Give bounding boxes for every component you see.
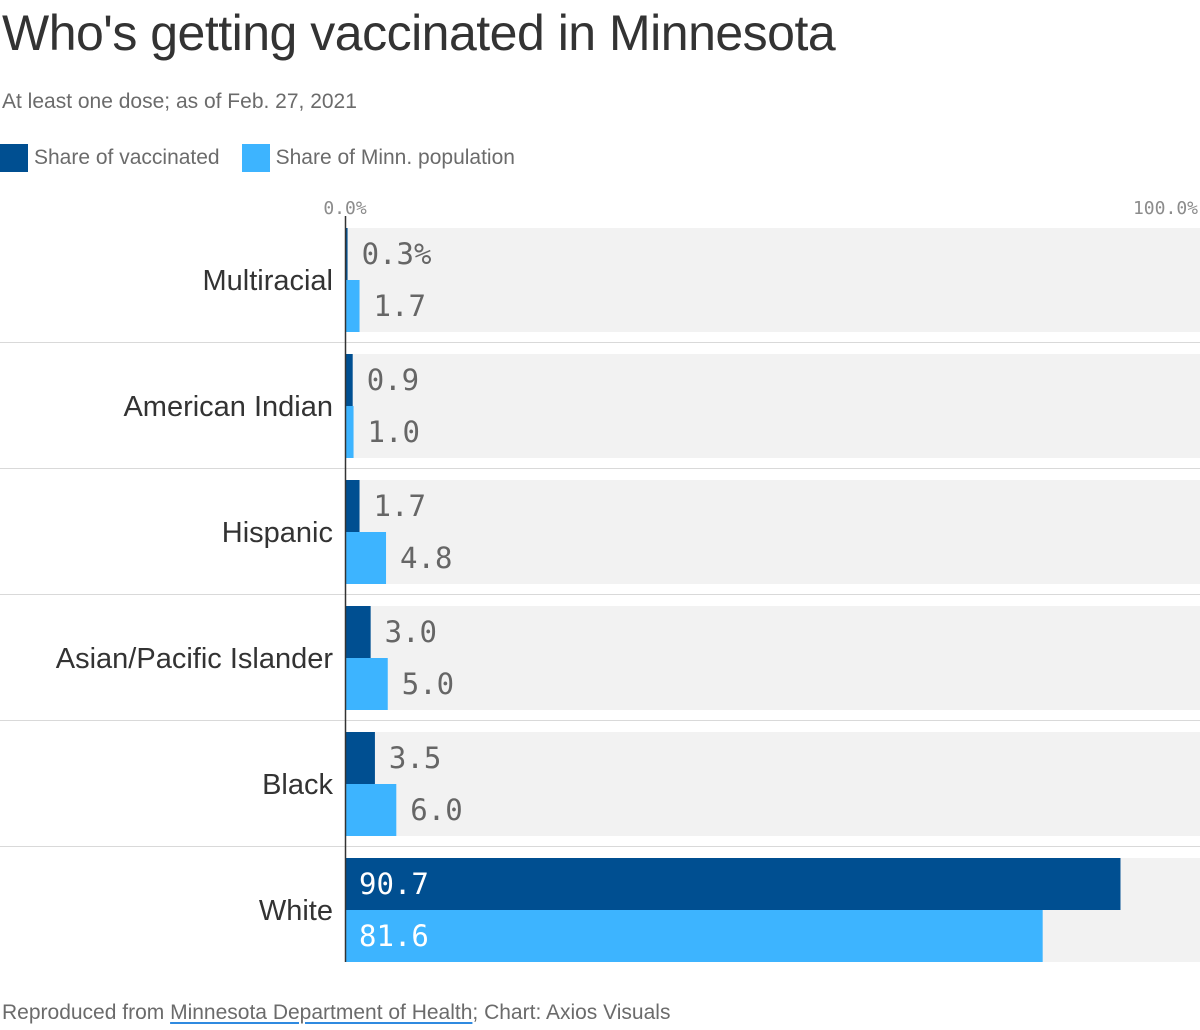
bar-track-hispanic [345,480,1200,584]
value-label-population-white: 81.6 [359,919,429,953]
category-label-white: White [259,895,333,927]
value-label-population-hispanic: 4.8 [400,541,452,575]
chart-title: Who's getting vaccinated in Minnesota [2,5,836,61]
chart-footer: Reproduced from Minnesota Department of … [2,998,670,1028]
value-label-vaccinated-asian-pacific-islander: 3.0 [385,615,437,649]
bar-population-hispanic [345,532,387,584]
bar-vaccinated-american-indian [345,354,353,406]
footer-prefix: Reproduced from [2,1001,171,1024]
category-label-black: Black [262,769,333,801]
bar-track-black [345,732,1200,836]
legend-item-vaccinated: Share of vaccinated [0,144,220,172]
value-label-vaccinated-hispanic: 1.7 [374,489,426,523]
x-tick-label: 100.0% [1133,198,1198,219]
bar-vaccinated-black [345,732,375,784]
category-label-asian-pacific-islander: Asian/Pacific Islander [56,643,334,675]
value-label-population-multiracial: 1.7 [374,289,426,323]
bar-population-multiracial [345,280,360,332]
chart-subtitle: At least one dose; as of Feb. 27, 2021 [2,90,357,113]
value-label-vaccinated-american-indian: 0.9 [367,363,419,397]
category-label-american-indian: American Indian [123,391,333,423]
value-label-vaccinated-black: 3.5 [389,741,441,775]
x-tick-label: 0.0% [323,198,367,219]
bar-track-asian-pacific-islander [345,606,1200,710]
legend-item-population: Share of Minn. population [241,144,515,172]
bar-track-american-indian [345,354,1200,458]
legend-swatch-population [241,144,270,172]
legend-label-population: Share of Minn. population [275,146,515,169]
bar-population-american-indian [345,406,354,458]
bar-vaccinated-multiracial [345,228,348,280]
bar-vaccinated-hispanic [345,480,360,532]
value-label-population-black: 6.0 [410,793,462,827]
value-label-vaccinated-multiracial: 0.3% [362,237,432,271]
legend-swatch-vaccinated [0,144,28,172]
legend: Share of vaccinated Share of Minn. popul… [0,143,537,173]
value-label-population-asian-pacific-islander: 5.0 [402,667,454,701]
bar-vaccinated-white [345,858,1121,910]
bar-population-white [345,910,1043,962]
bar-chart: 0.0% 100.0% Multiracial 0.3% 1.7 American Ind… [0,198,1200,962]
bar-track-multiracial [345,228,1200,332]
category-label-hispanic: Hispanic [222,517,333,549]
legend-label-vaccinated: Share of vaccinated [34,146,220,169]
value-label-population-american-indian: 1.0 [368,415,420,449]
category-label-multiracial: Multiracial [202,265,333,297]
bar-population-black [345,784,397,836]
source-link[interactable]: Minnesota Department of Health [170,1001,473,1024]
footer-suffix: ; Chart: Axios Visuals [472,1001,671,1024]
bar-vaccinated-asian-pacific-islander [345,606,371,658]
bar-population-asian-pacific-islander [345,658,388,710]
value-label-vaccinated-white: 90.7 [359,867,429,901]
